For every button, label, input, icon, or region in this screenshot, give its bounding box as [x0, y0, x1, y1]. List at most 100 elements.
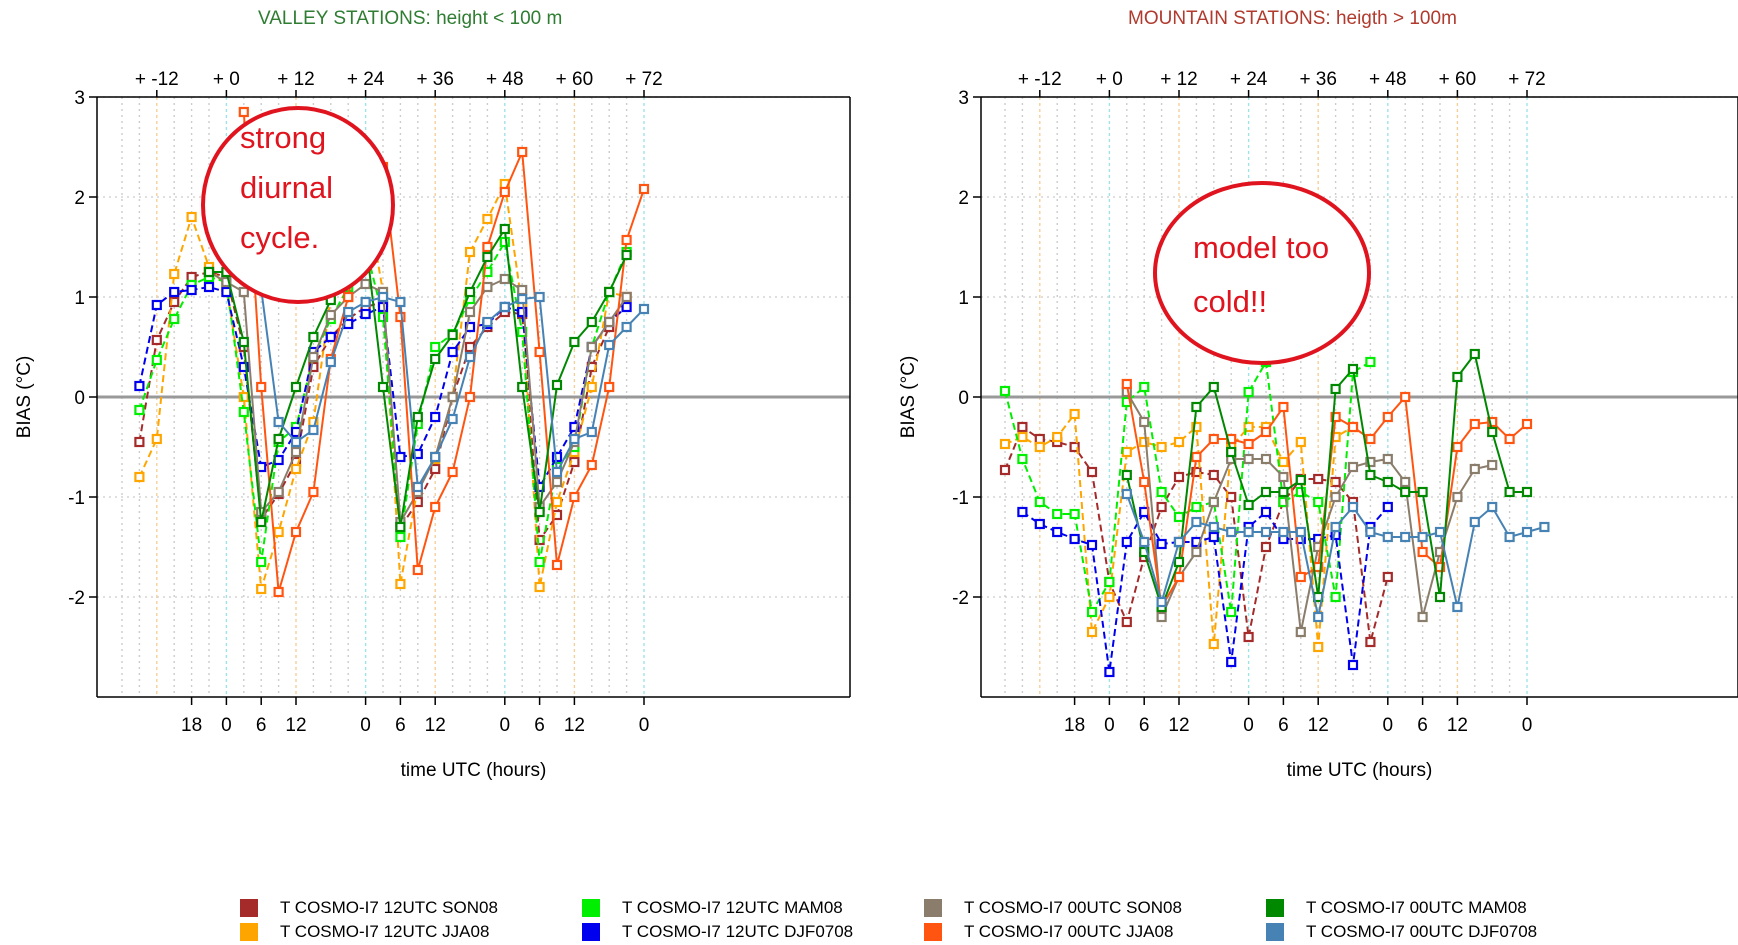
x-tick-label: 0 — [639, 715, 650, 736]
series-point — [308, 486, 319, 498]
series-point — [482, 241, 493, 253]
series-point — [1173, 571, 1185, 583]
top-tick-label: + 60 — [1439, 69, 1477, 90]
series-4 — [1121, 386, 1498, 638]
y-tick-label: 2 — [958, 188, 969, 209]
series-point — [1017, 453, 1028, 465]
y-tick-label: 3 — [958, 88, 969, 109]
series-point — [551, 466, 563, 478]
series-point — [1121, 488, 1132, 500]
legend-label: T COSMO-I7 00UTC DJF0708 — [1306, 922, 1538, 941]
series-point — [1121, 378, 1132, 390]
series-point — [1295, 626, 1306, 638]
series-point — [569, 433, 580, 445]
x-tick-label: 6 — [534, 715, 545, 736]
series-point — [186, 211, 197, 223]
series-point — [1417, 611, 1428, 623]
series-point — [482, 316, 493, 328]
top-tick-label: + 24 — [1230, 69, 1268, 90]
series-point — [1191, 451, 1202, 463]
series-point — [1191, 501, 1202, 513]
series-point — [1295, 474, 1306, 486]
series-point — [569, 491, 580, 503]
series-point — [1347, 501, 1359, 513]
top-tick-label: + 60 — [556, 69, 594, 90]
legend-item: T COSMO-I7 00UTC DJF0708 — [1266, 922, 1537, 942]
series-point — [1382, 571, 1393, 583]
series-point — [1278, 526, 1289, 538]
x-axis-label: time UTC (hours) — [401, 760, 547, 781]
series-point — [1139, 381, 1150, 393]
legend-item: T COSMO-I7 00UTC JJA08 — [924, 922, 1173, 942]
series-point — [1243, 386, 1254, 398]
series-point — [430, 501, 441, 513]
series-point — [256, 583, 267, 595]
x-tick-label: 12 — [564, 715, 585, 736]
y-tick-label: 0 — [958, 388, 969, 409]
top-tick-label: + -12 — [1018, 69, 1062, 90]
series-point — [1034, 441, 1045, 453]
series-point — [308, 351, 319, 363]
series-point — [430, 341, 441, 353]
series-point — [1295, 571, 1306, 583]
series-point — [1156, 538, 1167, 550]
series-point — [290, 436, 302, 448]
y-tick-label: -1 — [68, 488, 85, 509]
series-point — [1139, 416, 1150, 428]
series-point — [1208, 433, 1219, 445]
top-tick-label: + 36 — [416, 69, 454, 90]
series-point — [1173, 556, 1185, 568]
series-point — [447, 391, 458, 403]
series-point — [464, 286, 476, 298]
series-point — [1382, 531, 1393, 543]
x-tick-label: 6 — [395, 715, 406, 736]
series-point — [1521, 418, 1533, 430]
series-6 — [203, 223, 632, 533]
series-line — [138, 239, 628, 563]
series-point — [1069, 441, 1080, 453]
series-point — [1365, 636, 1376, 648]
legend-swatch — [582, 923, 600, 941]
series-point — [1400, 391, 1411, 403]
series-point — [221, 276, 232, 288]
series-point — [551, 451, 563, 463]
series-point — [1347, 659, 1359, 671]
series-point — [273, 433, 284, 445]
series-point — [482, 251, 493, 263]
series-point — [151, 354, 162, 366]
series-point — [1156, 486, 1167, 498]
series-point — [1191, 421, 1202, 433]
series-point — [1208, 521, 1219, 533]
series-point — [1452, 491, 1463, 503]
series-line — [1021, 506, 1389, 673]
series-point — [256, 556, 267, 568]
series-point — [551, 496, 563, 508]
series-point — [308, 331, 319, 343]
legend-label: T COSMO-I7 12UTC DJF0708 — [622, 922, 854, 941]
series-point — [517, 146, 528, 158]
series-point — [1521, 526, 1533, 538]
x-tick-label: 0 — [360, 715, 371, 736]
legend-label: T COSMO-I7 12UTC SON08 — [280, 898, 498, 917]
top-tick-label: + 48 — [486, 69, 524, 90]
x-tick-label: 6 — [256, 715, 267, 736]
series-point — [1417, 486, 1428, 498]
series-point — [1347, 421, 1359, 433]
series-point — [238, 406, 249, 418]
series-point — [621, 234, 632, 246]
series-point — [569, 336, 580, 348]
top-tick-label: + 48 — [1369, 69, 1407, 90]
series-point — [534, 346, 545, 358]
series-point — [1156, 501, 1167, 513]
series-point — [1469, 348, 1480, 360]
series-line — [1125, 391, 1493, 633]
series-point — [1521, 486, 1533, 498]
series-point — [1260, 506, 1272, 518]
series-point — [447, 413, 458, 425]
series-point — [1487, 501, 1498, 513]
series-point — [360, 296, 371, 308]
series-point — [1052, 526, 1063, 538]
series-point — [151, 433, 162, 445]
x-tick-label: 0 — [1243, 715, 1254, 736]
